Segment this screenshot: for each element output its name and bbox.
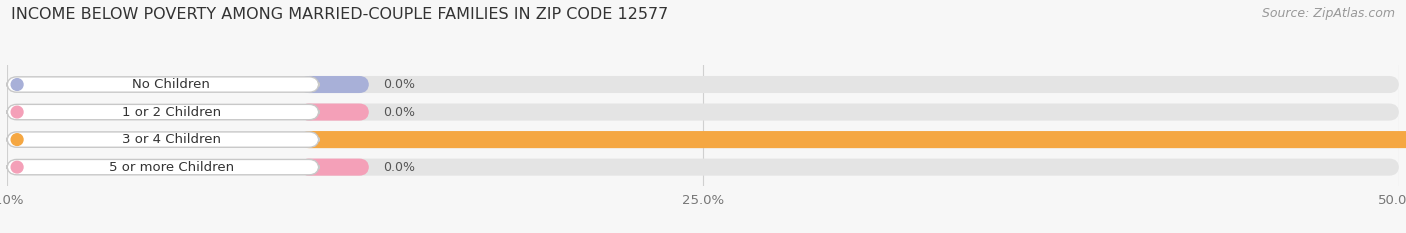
FancyBboxPatch shape xyxy=(299,131,1399,148)
FancyBboxPatch shape xyxy=(7,159,319,175)
Circle shape xyxy=(11,79,22,90)
Circle shape xyxy=(11,134,22,145)
FancyBboxPatch shape xyxy=(7,132,319,147)
Text: 5 or more Children: 5 or more Children xyxy=(108,161,233,174)
Circle shape xyxy=(11,161,22,173)
FancyBboxPatch shape xyxy=(299,159,368,176)
FancyBboxPatch shape xyxy=(299,131,1406,148)
Text: Source: ZipAtlas.com: Source: ZipAtlas.com xyxy=(1261,7,1395,20)
FancyBboxPatch shape xyxy=(299,159,1399,176)
FancyBboxPatch shape xyxy=(299,76,368,93)
FancyBboxPatch shape xyxy=(299,103,1399,121)
Text: INCOME BELOW POVERTY AMONG MARRIED-COUPLE FAMILIES IN ZIP CODE 12577: INCOME BELOW POVERTY AMONG MARRIED-COUPL… xyxy=(11,7,668,22)
Circle shape xyxy=(11,106,22,118)
Text: 1 or 2 Children: 1 or 2 Children xyxy=(122,106,221,119)
FancyBboxPatch shape xyxy=(299,76,1399,93)
Text: 3 or 4 Children: 3 or 4 Children xyxy=(122,133,221,146)
Text: 0.0%: 0.0% xyxy=(382,106,415,119)
Text: 0.0%: 0.0% xyxy=(382,161,415,174)
Text: 0.0%: 0.0% xyxy=(382,78,415,91)
FancyBboxPatch shape xyxy=(7,104,319,120)
Text: No Children: No Children xyxy=(132,78,211,91)
FancyBboxPatch shape xyxy=(7,77,319,92)
FancyBboxPatch shape xyxy=(299,103,368,121)
